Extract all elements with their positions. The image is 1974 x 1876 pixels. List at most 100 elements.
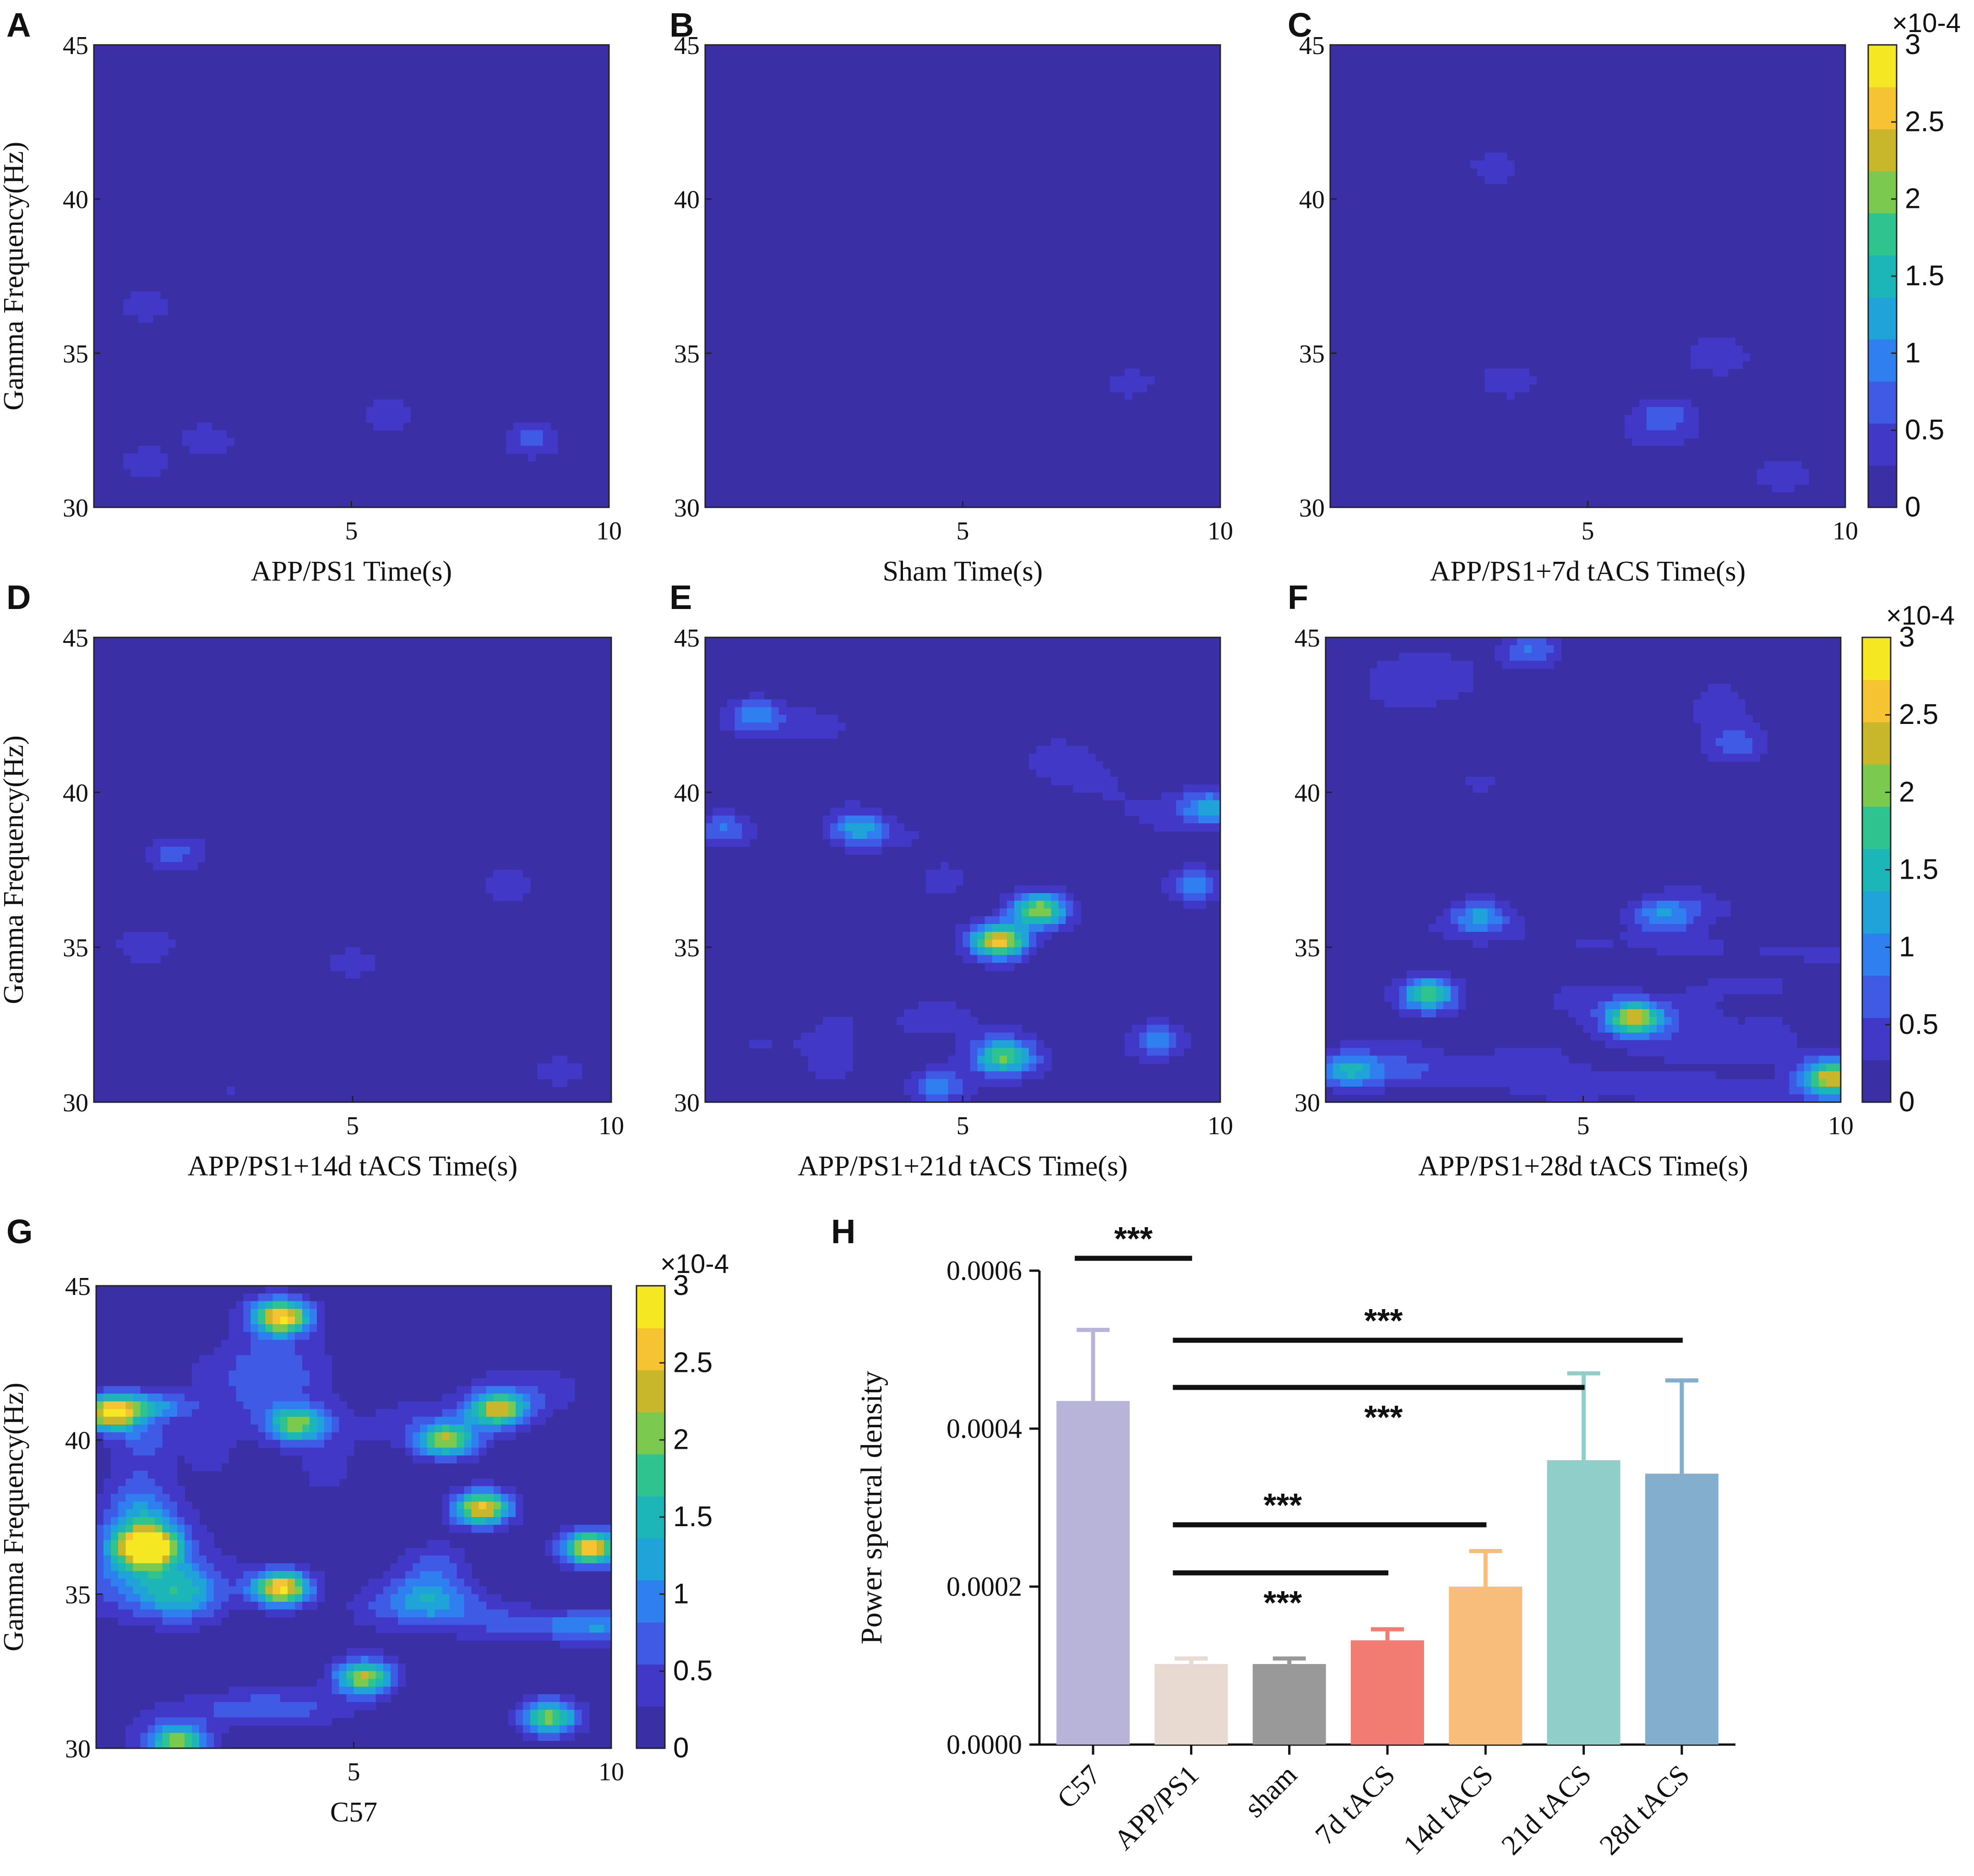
heatmap-cell xyxy=(1502,1063,1510,1072)
heatmap-cell xyxy=(1154,1048,1162,1056)
heatmap-cell xyxy=(1044,916,1052,924)
heatmap-cell xyxy=(933,885,941,894)
heatmap-cell xyxy=(182,862,190,870)
heatmap-cell xyxy=(1811,1094,1819,1103)
heatmap-cell xyxy=(1669,407,1677,415)
heatmap-cell xyxy=(250,1386,259,1394)
heatmap-cell xyxy=(523,1370,531,1379)
heatmap-cell xyxy=(977,939,985,948)
heatmap-cell xyxy=(457,1447,465,1456)
heatmap-cell xyxy=(1833,1087,1841,1095)
heatmap-cell xyxy=(118,1409,126,1417)
heatmap-cell xyxy=(874,838,882,847)
heatmap-cell xyxy=(324,1378,332,1387)
heatmap-cell xyxy=(287,1393,295,1402)
heatmap-cell xyxy=(420,1548,428,1556)
heatmap-cell xyxy=(280,1370,288,1379)
heatmap-cell xyxy=(464,1509,472,1517)
heatmap-cell xyxy=(712,838,721,847)
heatmap-cell xyxy=(294,1332,303,1340)
heatmap-cell xyxy=(1715,986,1724,995)
heatmap-cell xyxy=(1723,1087,1731,1095)
heatmap-cell xyxy=(310,1409,318,1417)
heatmap-cell xyxy=(1546,1063,1555,1072)
heatmap-cell xyxy=(96,1594,104,1602)
heatmap-cell xyxy=(177,1586,185,1595)
heatmap-cell xyxy=(1399,1009,1407,1017)
heatmap-cell xyxy=(984,1079,993,1088)
heatmap-cell xyxy=(1642,994,1650,1002)
heatmap-cell xyxy=(169,1524,178,1533)
heatmap-cell xyxy=(317,1316,325,1325)
heatmap-cell xyxy=(1730,1024,1738,1033)
heatmap-cell xyxy=(970,1063,978,1072)
heatmap-cell xyxy=(162,1471,170,1479)
heatmap-cell xyxy=(1436,994,1444,1002)
heatmap-cell xyxy=(1679,885,1687,894)
heatmap-cell xyxy=(493,1494,501,1502)
colorbar-tick-label: 3 xyxy=(1905,29,1920,60)
heatmap-cell xyxy=(874,846,882,855)
heatmap-cell xyxy=(147,1548,156,1556)
heatmap-cell xyxy=(1487,931,1495,940)
heatmap-cell xyxy=(346,1602,354,1610)
heatmap-cell xyxy=(442,1440,450,1448)
heatmap-cell xyxy=(280,1702,288,1710)
heatmap-cell xyxy=(479,1409,487,1417)
heatmap-cell xyxy=(926,1071,934,1080)
colorbar-tick-label: 1.5 xyxy=(1899,854,1938,886)
heatmap-cell xyxy=(1451,986,1459,995)
heatmap-cell xyxy=(1730,1094,1738,1103)
heatmap-cell xyxy=(367,962,375,971)
heatmap-cell xyxy=(191,1694,200,1702)
heatmap-cell xyxy=(1693,1048,1702,1056)
heatmap-cell xyxy=(589,1555,597,1564)
significance-label: *** xyxy=(1263,1585,1302,1621)
heatmap-cell xyxy=(162,1625,170,1633)
heatmap-cell xyxy=(1102,784,1110,793)
heatmap-cell xyxy=(368,1656,376,1664)
heatmap-cell xyxy=(508,870,516,878)
heatmap-cell xyxy=(435,1548,443,1556)
heatmap-cell xyxy=(221,1702,229,1710)
heatmap-cell xyxy=(405,1425,413,1433)
heatmap-cell xyxy=(125,1386,134,1394)
heatmap-cell xyxy=(1109,376,1118,385)
heatmap-cell xyxy=(207,1548,215,1556)
heatmap-cell xyxy=(1517,645,1525,653)
heatmap-cell xyxy=(397,1586,406,1595)
heatmap-cell xyxy=(177,1486,185,1495)
heatmap-cell xyxy=(1627,931,1635,940)
heatmap-cell xyxy=(310,1586,318,1595)
heatmap-cell xyxy=(1384,668,1392,677)
heatmap-cell xyxy=(155,1548,163,1556)
heatmap-cell xyxy=(324,1386,332,1394)
heatmap-cell xyxy=(435,1447,443,1456)
heatmap-cell xyxy=(258,1602,266,1610)
heatmap-cell xyxy=(118,1517,126,1525)
heatmap-cell xyxy=(1701,1017,1709,1025)
heatmap-cell xyxy=(337,962,346,971)
heatmap-cell xyxy=(764,1040,772,1049)
heatmap-cell xyxy=(1554,1001,1562,1010)
heatmap-cell xyxy=(896,838,904,847)
heatmap-cell xyxy=(963,1079,971,1088)
heatmap-cell xyxy=(970,1071,978,1080)
heatmap-cell xyxy=(221,1709,229,1718)
heatmap-cell xyxy=(442,1617,450,1626)
heatmap-cell xyxy=(147,1386,156,1394)
heatmap-cell xyxy=(1191,784,1199,793)
bar-x-tick-label: APP/PS1 xyxy=(1108,1759,1205,1856)
heatmap-cell xyxy=(1458,660,1466,669)
heatmap-cell xyxy=(184,1409,192,1417)
heatmap-cell xyxy=(1686,901,1694,909)
heatmap-cell xyxy=(258,1709,266,1718)
heatmap-cell xyxy=(1458,908,1466,917)
heatmap-cell xyxy=(1701,691,1709,700)
heatmap-cell xyxy=(1147,376,1155,385)
heatmap-cell xyxy=(1635,1087,1642,1095)
heatmap-cell xyxy=(538,1717,546,1726)
heatmap-cell xyxy=(963,947,971,956)
heatmap-cell xyxy=(169,1702,178,1710)
heatmap-cell xyxy=(830,838,838,847)
